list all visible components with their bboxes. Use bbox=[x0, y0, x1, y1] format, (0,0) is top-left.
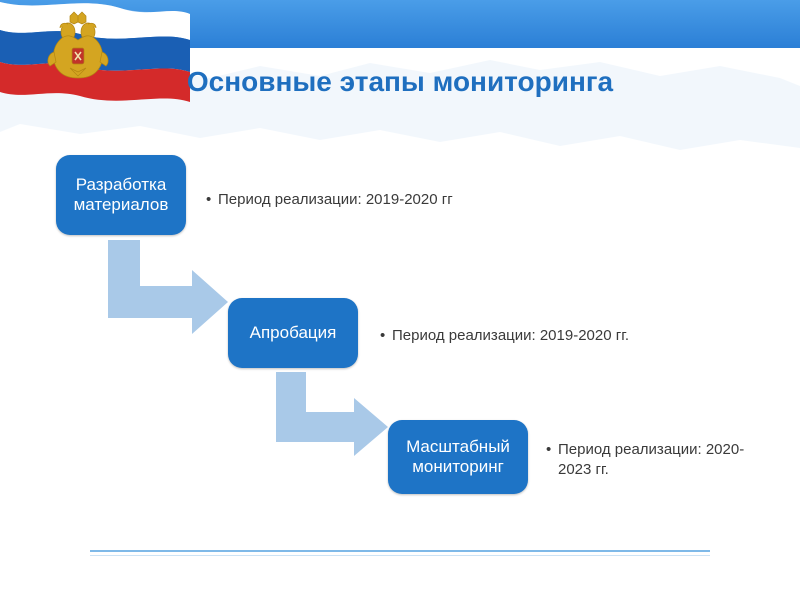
stage-box-3: Масштабный мониторинг bbox=[388, 420, 528, 494]
page-title: Основные этапы мониторинга bbox=[0, 66, 800, 98]
flow-arrow-2 bbox=[270, 372, 388, 456]
stage-desc-3: Период реализации: 2020-2023 гг. bbox=[558, 440, 758, 481]
footer-divider bbox=[90, 550, 710, 552]
stage-box-1: Разработка материалов bbox=[56, 155, 186, 235]
stage-label: Масштабный мониторинг bbox=[396, 437, 520, 477]
stage-desc-2: Период реализации: 2019-2020 гг. bbox=[392, 326, 672, 346]
flow-arrow-1 bbox=[100, 240, 228, 334]
stage-label: Разработка материалов bbox=[64, 175, 178, 215]
stage-box-2: Апробация bbox=[228, 298, 358, 368]
stage-label: Апробация bbox=[250, 323, 337, 343]
stage-desc-1: Период реализации: 2019-2020 гг bbox=[218, 190, 498, 210]
